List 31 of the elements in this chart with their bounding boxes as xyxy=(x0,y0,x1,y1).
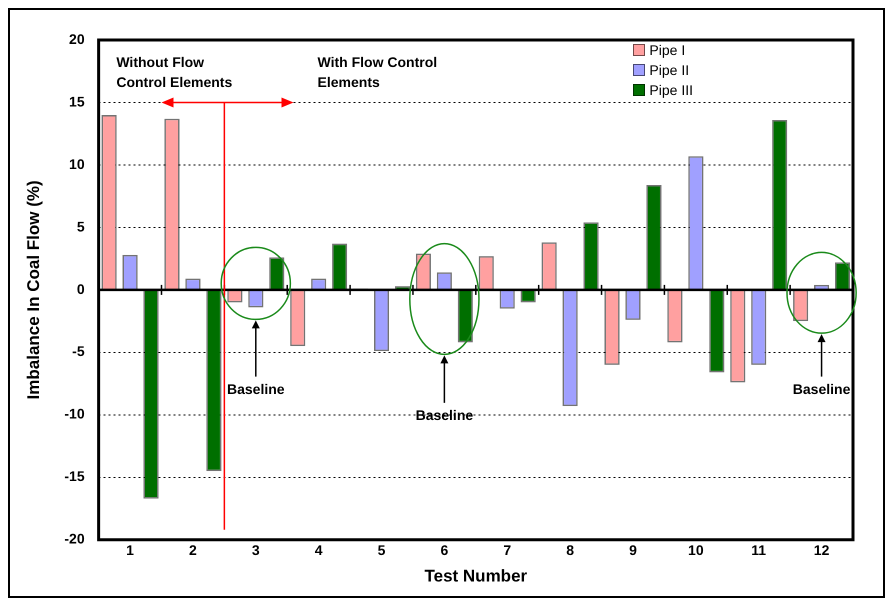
y-tick-label: 20 xyxy=(69,30,85,47)
annotation: Baseline xyxy=(226,380,285,399)
x-tick-label: 6 xyxy=(440,542,448,558)
legend-label: Pipe I xyxy=(649,42,686,58)
x-tick-label: 11 xyxy=(751,542,766,558)
y-tick-label: -5 xyxy=(72,343,85,360)
x-tick-label: 3 xyxy=(252,542,260,558)
y-tick-label: 10 xyxy=(69,156,85,172)
x-axis-title: Test Number xyxy=(424,566,528,586)
x-tick-label: 5 xyxy=(378,542,386,558)
x-tick-label: 8 xyxy=(566,542,574,558)
legend-label: Pipe II xyxy=(649,62,690,78)
y-tick-label: -10 xyxy=(64,406,85,422)
x-tick-label: 12 xyxy=(814,542,830,558)
annotation: Without Flow Control Elements xyxy=(116,53,234,92)
x-tick-label: 9 xyxy=(629,542,638,558)
y-tick-label: -20 xyxy=(64,530,85,547)
annotation: Baseline xyxy=(416,406,474,425)
x-tick-label: 7 xyxy=(503,542,512,558)
annotation: With Flow Control Elements xyxy=(318,53,438,92)
legend-label: Pipe III xyxy=(649,82,693,98)
y-tick-label: 0 xyxy=(76,280,85,297)
y-tick-label: 15 xyxy=(69,93,85,110)
y-axis-title: Imbalance In Coal Flow (%) xyxy=(24,180,43,400)
x-tick-label: 4 xyxy=(314,542,323,558)
annotation: Baseline xyxy=(792,380,850,399)
x-tick-label: 10 xyxy=(688,542,704,558)
y-tick-label: -15 xyxy=(64,468,85,484)
x-tick-label: 2 xyxy=(189,542,198,558)
x-tick-label: 1 xyxy=(126,542,134,558)
y-tick-label: 5 xyxy=(76,218,85,234)
